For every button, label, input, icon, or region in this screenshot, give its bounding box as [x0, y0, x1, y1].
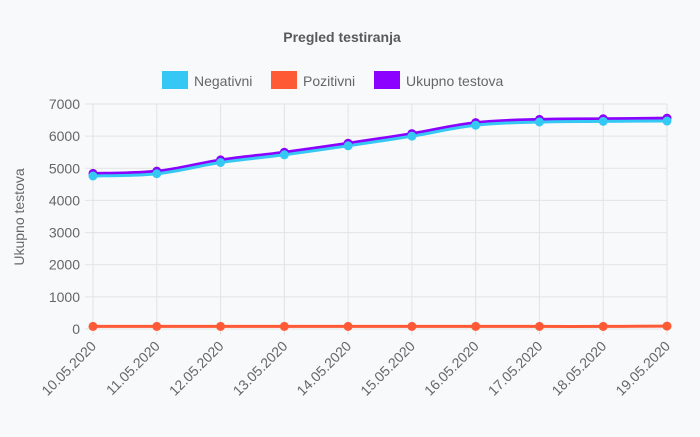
data-point[interactable] — [152, 321, 162, 331]
x-tick-label: 14.05.2020 — [293, 338, 354, 399]
data-point[interactable] — [216, 158, 226, 167]
legend-label: Negativni — [194, 73, 252, 89]
x-tick-label: 17.05.2020 — [485, 338, 546, 399]
legend: Negativni Pozitivni Ukupno testova — [162, 71, 503, 89]
chart-title: Pregled testiranja — [283, 29, 401, 45]
x-tick-label: 13.05.2020 — [230, 338, 291, 399]
data-point[interactable] — [279, 150, 289, 160]
y-tick-label: 0 — [72, 321, 80, 337]
x-tick-label: 18.05.2020 — [548, 338, 609, 399]
series-lines — [91, 116, 669, 328]
x-tick-label: 15.05.2020 — [357, 338, 418, 399]
data-point[interactable] — [534, 117, 544, 127]
data-point[interactable] — [471, 120, 481, 130]
legend-swatch — [374, 71, 400, 89]
series-line-negativni — [91, 119, 669, 178]
x-tick-label: 11.05.2020 — [103, 338, 163, 398]
x-tick-label: 16.05.2020 — [421, 338, 482, 399]
data-point[interactable] — [598, 321, 608, 331]
y-axis-label: Ukupno testova — [11, 168, 27, 265]
x-axis-ticks: 10.05.2020 11.05.2020 12.05.2020 13.05.2020… — [38, 338, 673, 399]
data-point[interactable] — [662, 116, 672, 126]
y-tick-label: 4000 — [49, 192, 80, 208]
data-point[interactable] — [662, 321, 672, 331]
legend-item[interactable]: Negativni — [162, 71, 252, 89]
data-point[interactable] — [407, 131, 417, 141]
x-tick-label: 10.05.2020 — [38, 338, 99, 399]
y-tick-label: 7000 — [49, 96, 80, 112]
data-point[interactable] — [152, 169, 162, 179]
y-tick-label: 3000 — [49, 225, 80, 241]
data-point[interactable] — [279, 321, 289, 331]
legend-item[interactable]: Pozitivni — [271, 71, 355, 89]
data-point[interactable] — [471, 321, 481, 331]
data-point[interactable] — [88, 171, 98, 181]
legend-item[interactable]: Ukupno testova — [374, 71, 503, 89]
legend-swatch — [162, 71, 188, 89]
data-point[interactable] — [343, 321, 353, 331]
y-tick-label: 5000 — [49, 160, 80, 176]
series-points — [88, 113, 672, 331]
gridlines — [85, 103, 668, 335]
y-tick-label: 1000 — [49, 289, 80, 305]
data-point[interactable] — [407, 321, 417, 331]
data-point[interactable] — [598, 116, 608, 126]
x-tick-label: 19.05.2020 — [612, 338, 673, 399]
data-point[interactable] — [216, 321, 226, 331]
y-tick-label: 6000 — [49, 128, 80, 144]
data-point[interactable] — [534, 321, 544, 331]
y-tick-label: 2000 — [49, 257, 80, 273]
series-line-ukupno-testova — [91, 116, 669, 175]
legend-label: Pozitivni — [303, 73, 355, 89]
y-axis-ticks: 7000 6000 5000 4000 3000 2000 1000 0 — [49, 96, 80, 337]
data-point[interactable] — [343, 141, 353, 151]
x-tick-label: 12.05.2020 — [166, 338, 227, 399]
legend-label: Ukupno testova — [406, 73, 503, 89]
legend-swatch — [271, 71, 297, 89]
data-point[interactable] — [88, 321, 98, 331]
